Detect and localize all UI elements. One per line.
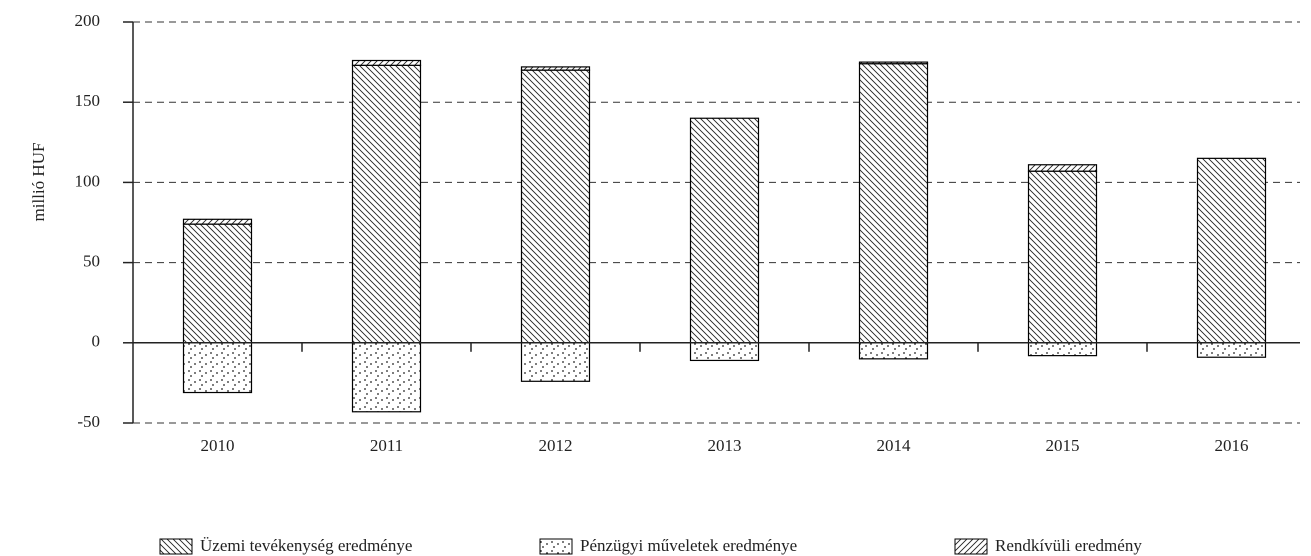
bar-segment (858, 342, 929, 360)
x-tick-label: 2010 (201, 436, 235, 455)
bar-segment (1027, 170, 1098, 344)
y-axis-label: millió HUF (29, 143, 48, 222)
bar-segment (1196, 342, 1267, 358)
x-tick-label: 2015 (1046, 436, 1080, 455)
bar-segment (351, 64, 422, 344)
bar-segment (1027, 342, 1098, 357)
y-tick-label: 100 (75, 171, 101, 190)
y-tick-label: 50 (83, 252, 100, 271)
bar-segment (1196, 157, 1267, 344)
legend-swatch (954, 538, 988, 555)
x-tick-label: 2014 (877, 436, 912, 455)
bar-segment (689, 117, 760, 344)
bar-segment (858, 61, 929, 65)
legend-label: Üzemi tevékenység eredménye (200, 536, 412, 555)
y-tick-label: -50 (77, 412, 100, 431)
bar-segment (520, 66, 591, 71)
bar-segment (858, 63, 929, 344)
bar-segment (351, 342, 422, 413)
y-tick-label: 0 (92, 332, 101, 351)
bar-segment (182, 342, 253, 394)
bar-segment (182, 223, 253, 344)
bar-segment (182, 218, 253, 225)
x-tick-label: 2011 (370, 436, 403, 455)
bar-segment (520, 69, 591, 344)
x-tick-label: 2016 (1215, 436, 1249, 455)
legend-swatch (539, 538, 573, 555)
y-tick-label: 200 (75, 11, 101, 30)
legend-swatch (159, 538, 193, 555)
bar-segment (351, 59, 422, 66)
y-tick-label: 150 (75, 91, 101, 110)
bar-segment (689, 342, 760, 362)
legend-label: Rendkívüli eredmény (995, 536, 1142, 555)
x-tick-label: 2012 (539, 436, 573, 455)
legend-label: Pénzügyi műveletek eredménye (580, 536, 797, 555)
bar-segment (520, 342, 591, 382)
bar-segment (1027, 164, 1098, 172)
x-tick-label: 2013 (708, 436, 742, 455)
